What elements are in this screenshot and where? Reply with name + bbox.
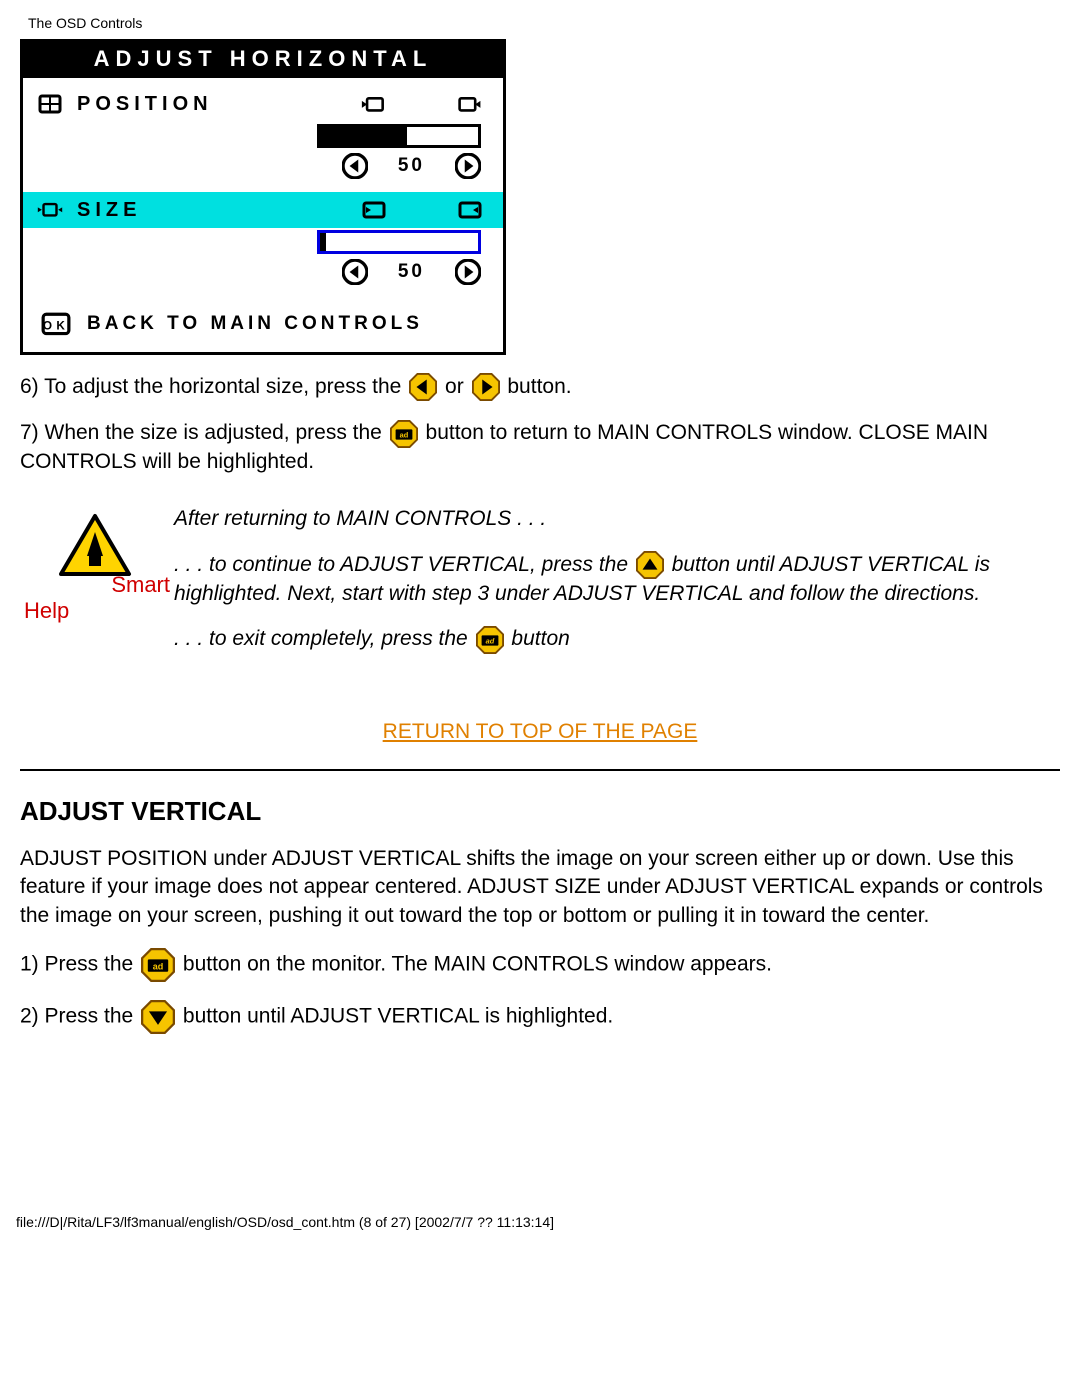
step6-c: button. <box>507 375 571 398</box>
s1a: 1) Press the <box>20 953 139 976</box>
size-in-icon <box>361 198 387 222</box>
smart-line3: . . . to exit completely, press the butt… <box>174 624 1060 653</box>
left-button-icon <box>409 373 437 401</box>
s1b: button on the monitor. The MAIN CONTROLS… <box>183 953 772 976</box>
smart-line3b: button <box>511 627 569 650</box>
size-arrows: 50 <box>23 256 503 298</box>
smart-line3a: . . . to exit completely, press the <box>174 627 474 650</box>
osd-back-row: BACK TO MAIN CONTROLS <box>23 298 503 352</box>
size-bar <box>317 230 481 254</box>
up-button-icon <box>636 551 664 579</box>
right-arrow-icon <box>455 154 481 178</box>
ok-button-icon <box>390 420 418 448</box>
size-out-icon <box>457 198 483 222</box>
smart-line2a: . . . to continue to ADJUST VERTICAL, pr… <box>174 553 634 576</box>
ok-button-icon <box>476 626 504 654</box>
return-to-top-link[interactable]: RETURN TO TOP OF THE PAGE <box>20 720 1060 744</box>
section-intro: ADJUST POSITION under ADJUST VERTICAL sh… <box>20 845 1060 930</box>
osd-row-size: SIZE <box>23 192 503 228</box>
osd-panel: ADJUST HORIZONTAL POSITION 50 <box>20 39 506 355</box>
size-bar-fill <box>320 233 326 251</box>
step-2: 2) Press the button until ADJUST VERTICA… <box>20 1000 1060 1034</box>
s2a: 2) Press the <box>20 1005 139 1028</box>
size-icon <box>37 198 63 222</box>
osd-title: ADJUST HORIZONTAL <box>23 42 503 78</box>
section-title: ADJUST VERTICAL <box>20 796 1060 827</box>
step-6: 6) To adjust the horizontal size, press … <box>20 373 1060 401</box>
left-arrow-icon <box>342 154 368 178</box>
smart-label: Smart <box>111 572 170 598</box>
ok-icon <box>41 312 71 336</box>
right-arrow-icon <box>455 260 481 284</box>
help-label: Help <box>24 598 69 624</box>
position-right-icon <box>457 92 483 116</box>
smart-help: Smart Help After returning to MAIN CONTR… <box>20 494 1060 670</box>
step-1: 1) Press the button on the monitor. The … <box>20 948 1060 982</box>
step6-a: 6) To adjust the horizontal size, press … <box>20 375 407 398</box>
position-icon <box>37 92 63 116</box>
footer-path: file:///D|/Rita/LF3/lf3manual/english/OS… <box>0 1214 1080 1240</box>
size-label: SIZE <box>77 199 141 222</box>
smart-line2: . . . to continue to ADJUST VERTICAL, pr… <box>174 550 1060 609</box>
step7-a: 7) When the size is adjusted, press the <box>20 421 388 444</box>
position-left-icon <box>361 92 387 116</box>
position-arrows: 50 <box>23 150 503 192</box>
s2b: button until ADJUST VERTICAL is highligh… <box>183 1005 613 1028</box>
position-bar <box>317 124 481 148</box>
step-7: 7) When the size is adjusted, press the … <box>20 419 1060 476</box>
position-bar-fill <box>320 127 407 145</box>
warning-icon <box>57 512 133 578</box>
down-button-icon <box>141 1000 175 1034</box>
position-value: 50 <box>398 155 425 177</box>
left-arrow-icon <box>342 260 368 284</box>
smart-line1: After returning to MAIN CONTROLS . . . <box>174 504 1060 533</box>
position-label: POSITION <box>77 93 213 116</box>
back-label: BACK TO MAIN CONTROLS <box>87 313 423 335</box>
ok-button-icon <box>141 948 175 982</box>
right-button-icon <box>472 373 500 401</box>
size-bar-row <box>23 228 503 256</box>
page-header: The OSD Controls <box>28 15 1060 31</box>
step6-b: or <box>445 375 470 398</box>
position-bar-row <box>23 122 503 150</box>
size-value: 50 <box>398 261 425 283</box>
separator <box>20 769 1060 771</box>
osd-row-position: POSITION <box>23 78 503 122</box>
